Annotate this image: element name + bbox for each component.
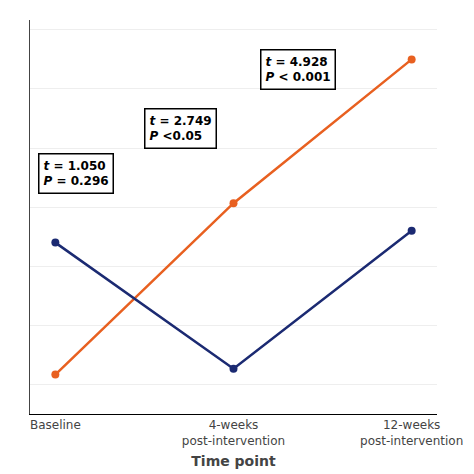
svg-text:t = 1.050P = 0.296: t = 1.050P = 0.296: [44, 159, 109, 189]
svg-text:t = 4.928P < 0.001: t = 4.928P < 0.001: [266, 55, 331, 85]
svg-text:4-weekspost-intervention: 4-weekspost-intervention: [182, 418, 285, 448]
svg-text:Time point: Time point: [191, 453, 276, 469]
svg-text:12-weekspost-intervention: 12-weekspost-intervention: [360, 418, 463, 448]
svg-text:Baseline: Baseline: [30, 418, 81, 432]
svg-text:t = 2.749P <0.05: t = 2.749P <0.05: [150, 114, 212, 144]
